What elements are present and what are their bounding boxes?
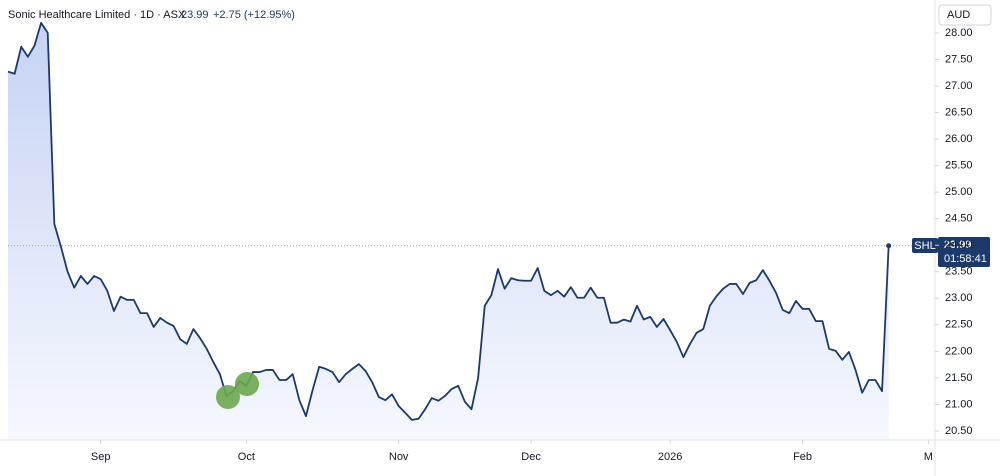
y-tick-label: 23.00 (945, 292, 973, 304)
header-price: 23.99 (181, 9, 209, 21)
header-change: +2.75 (+12.95%) (213, 9, 295, 21)
symbol-tag-text: SHL (914, 240, 935, 252)
y-tick-label: 26.00 (945, 133, 973, 145)
y-tick-label: 27.50 (945, 53, 973, 65)
y-tick-label: 21.50 (945, 372, 973, 384)
y-tick-label: 24.50 (945, 213, 973, 225)
currency-button[interactable] (938, 4, 992, 26)
x-tick-label: Feb (793, 451, 812, 463)
y-tick-label: 25.50 (945, 160, 973, 172)
x-tick-label: M (924, 451, 933, 463)
y-tick-label: 25.00 (945, 186, 973, 198)
symbol-name: Sonic Healthcare Limited · 1D · ASX (8, 9, 186, 21)
area-fill (8, 22, 889, 440)
y-tick-label: 24.00 (945, 239, 973, 251)
x-tick-label: Sep (91, 451, 111, 463)
x-tick-label: 2026 (658, 451, 682, 463)
last-point (886, 243, 892, 249)
x-tick-label: Dec (521, 451, 541, 463)
y-tick-label: 22.50 (945, 319, 973, 331)
y-tick-label: 26.50 (945, 106, 973, 118)
price-tag (938, 237, 990, 267)
y-tick-label: 22.00 (945, 345, 973, 357)
y-tick-label: 23.50 (945, 266, 973, 278)
symbol-tag (912, 238, 938, 253)
price-line (7, 21, 890, 421)
currency: AUD (947, 9, 970, 21)
y-tick-label: 27.00 (945, 80, 973, 92)
event-marker[interactable] (235, 372, 259, 396)
y-tick-label: 28.00 (945, 27, 973, 39)
event-marker[interactable] (216, 385, 240, 409)
price-tag-countdown: 01:58:41 (944, 253, 987, 265)
x-tick-label: Oct (238, 451, 255, 463)
y-tick-label: 20.50 (945, 425, 973, 437)
x-tick-label: Nov (389, 451, 409, 463)
y-tick-label: 21.00 (945, 398, 973, 410)
price-tag-price: 23.99 (944, 239, 972, 251)
